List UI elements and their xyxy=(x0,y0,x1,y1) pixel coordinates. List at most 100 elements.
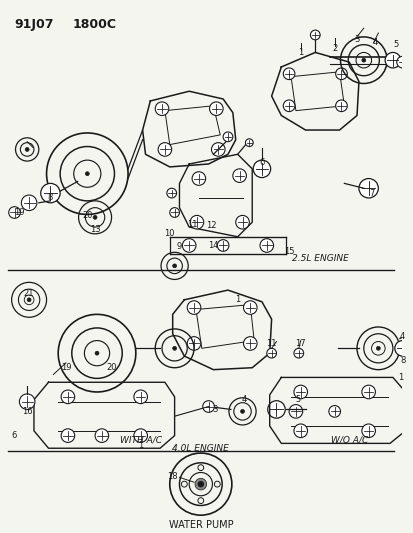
Circle shape xyxy=(223,132,232,142)
Text: 19: 19 xyxy=(61,363,71,372)
Text: 13: 13 xyxy=(90,225,100,235)
Circle shape xyxy=(172,346,176,350)
Circle shape xyxy=(361,58,365,62)
Text: 6: 6 xyxy=(11,431,16,440)
Circle shape xyxy=(61,390,74,403)
Circle shape xyxy=(182,239,195,252)
Text: 7: 7 xyxy=(368,189,373,198)
Text: 11: 11 xyxy=(266,339,276,348)
Circle shape xyxy=(293,385,307,399)
Circle shape xyxy=(25,148,29,151)
Circle shape xyxy=(375,346,380,350)
Circle shape xyxy=(155,102,169,116)
Circle shape xyxy=(169,208,179,217)
Text: 15: 15 xyxy=(283,247,294,256)
Text: 4.0L ENGINE: 4.0L ENGINE xyxy=(172,444,229,453)
Circle shape xyxy=(93,215,97,219)
Text: 20: 20 xyxy=(106,363,116,372)
Circle shape xyxy=(293,424,307,438)
Circle shape xyxy=(335,68,347,79)
Circle shape xyxy=(9,207,20,219)
Circle shape xyxy=(232,169,246,182)
Text: 6: 6 xyxy=(259,158,264,166)
Circle shape xyxy=(21,195,37,211)
Circle shape xyxy=(282,100,294,111)
Circle shape xyxy=(195,478,206,490)
Text: 2.5L ENGINE: 2.5L ENGINE xyxy=(291,254,348,263)
Circle shape xyxy=(335,100,347,111)
Text: 18: 18 xyxy=(167,472,178,481)
Circle shape xyxy=(166,188,176,198)
Text: 91J07: 91J07 xyxy=(14,18,54,30)
Text: 5: 5 xyxy=(294,395,300,404)
Circle shape xyxy=(217,240,228,251)
Circle shape xyxy=(209,102,223,116)
Circle shape xyxy=(408,346,413,360)
Text: 3: 3 xyxy=(354,35,359,44)
Circle shape xyxy=(310,30,319,40)
Text: WITH A/C: WITH A/C xyxy=(119,436,161,445)
Text: 1800C: 1800C xyxy=(73,18,116,30)
Circle shape xyxy=(361,385,375,399)
Circle shape xyxy=(61,429,74,442)
Text: 14: 14 xyxy=(208,241,218,250)
Circle shape xyxy=(95,351,99,355)
Text: 5: 5 xyxy=(392,40,397,49)
Circle shape xyxy=(133,390,147,403)
Circle shape xyxy=(172,264,176,268)
Circle shape xyxy=(158,143,171,156)
Text: 1: 1 xyxy=(138,441,143,450)
Circle shape xyxy=(235,215,249,229)
Text: 8: 8 xyxy=(399,357,404,366)
Circle shape xyxy=(190,215,203,229)
Circle shape xyxy=(253,160,270,177)
Text: 21: 21 xyxy=(24,288,34,297)
Text: 11: 11 xyxy=(186,220,197,229)
Circle shape xyxy=(240,409,244,413)
Text: 20: 20 xyxy=(82,211,93,220)
Text: 16: 16 xyxy=(22,407,32,416)
Text: 17: 17 xyxy=(295,339,305,348)
Text: WATER PUMP: WATER PUMP xyxy=(168,520,233,530)
Circle shape xyxy=(358,179,377,198)
Text: 19: 19 xyxy=(14,208,25,217)
Circle shape xyxy=(211,143,225,156)
Text: 1: 1 xyxy=(397,373,402,382)
Circle shape xyxy=(384,52,400,68)
Circle shape xyxy=(192,172,205,185)
Circle shape xyxy=(293,349,303,358)
Text: 12: 12 xyxy=(206,221,216,230)
Circle shape xyxy=(396,56,408,68)
Circle shape xyxy=(266,349,276,358)
Text: 9: 9 xyxy=(176,242,182,251)
Circle shape xyxy=(245,139,253,147)
Circle shape xyxy=(259,239,273,252)
Circle shape xyxy=(288,405,302,418)
Circle shape xyxy=(202,401,214,413)
Circle shape xyxy=(19,394,35,409)
Circle shape xyxy=(198,482,202,486)
Circle shape xyxy=(328,406,339,417)
Circle shape xyxy=(27,298,31,302)
Circle shape xyxy=(187,337,200,350)
Circle shape xyxy=(187,301,200,314)
Text: 3: 3 xyxy=(212,405,218,414)
Text: 2: 2 xyxy=(331,44,337,53)
Circle shape xyxy=(243,301,256,314)
Circle shape xyxy=(133,429,147,442)
Text: 4: 4 xyxy=(241,395,247,404)
Circle shape xyxy=(282,68,294,79)
Text: 8: 8 xyxy=(47,193,53,203)
Text: 1: 1 xyxy=(235,295,240,304)
Text: 4: 4 xyxy=(372,38,377,47)
Text: 1: 1 xyxy=(297,48,303,57)
Text: 10: 10 xyxy=(164,229,175,238)
Circle shape xyxy=(361,424,375,438)
Circle shape xyxy=(267,401,285,418)
Circle shape xyxy=(95,429,108,442)
Circle shape xyxy=(40,183,60,203)
Circle shape xyxy=(394,341,409,356)
Text: 4: 4 xyxy=(399,332,404,341)
Text: W/O A/C: W/O A/C xyxy=(330,436,367,445)
Text: 5: 5 xyxy=(412,341,413,350)
